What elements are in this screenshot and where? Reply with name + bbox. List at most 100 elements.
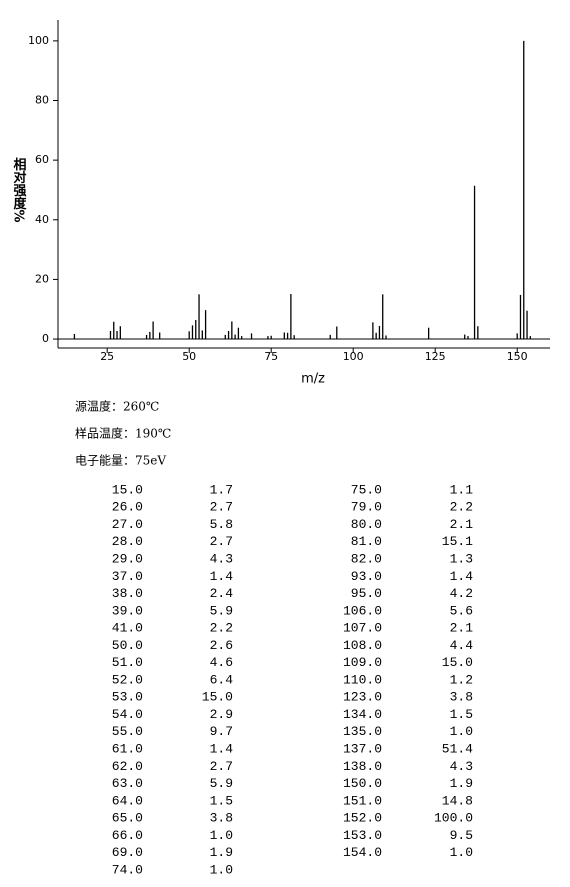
mz-cell: 153.0	[343, 828, 382, 843]
intensity-cell: 2.6	[210, 638, 233, 653]
mz-cell: 62.0	[112, 759, 143, 774]
mz-cell: 106.0	[343, 603, 382, 618]
intensity-cell: 1.7	[210, 482, 233, 497]
mz-cell: 55.0	[112, 724, 143, 739]
intensity-cell: 15.1	[442, 534, 473, 549]
intensity-cell: 5.9	[210, 603, 233, 618]
mz-cell: 152.0	[343, 811, 382, 826]
mz-cell: 61.0	[112, 741, 143, 756]
intensity-cell: 2.1	[450, 621, 474, 636]
y-tick-label: 80	[35, 94, 49, 107]
mz-cell: 80.0	[351, 517, 382, 532]
intensity-cell: 5.9	[210, 776, 233, 791]
intensity-cell: 2.9	[210, 707, 233, 722]
intensity-cell: 1.0	[450, 724, 473, 739]
mz-cell: 95.0	[351, 586, 382, 601]
intensity-cell: 1.0	[210, 862, 233, 877]
intensity-cell: 1.9	[450, 776, 473, 791]
x-tick-label: 25	[100, 350, 114, 363]
mz-cell: 26.0	[112, 500, 143, 515]
y-tick-label: 20	[35, 272, 49, 285]
intensity-cell: 5.8	[210, 517, 233, 532]
intensity-cell: 14.8	[442, 793, 473, 808]
intensity-cell: 4.3	[210, 552, 233, 567]
intensity-cell: 4.2	[450, 586, 473, 601]
intensity-cell: 1.5	[450, 707, 473, 722]
intensity-cell: 1.0	[450, 845, 473, 860]
mz-cell: 123.0	[343, 690, 382, 705]
intensity-cell: 5.6	[450, 603, 473, 618]
intensity-cell: 4.3	[450, 759, 473, 774]
info-line: 样品温度：190℃	[75, 426, 171, 441]
intensity-cell: 1.4	[210, 569, 234, 584]
mz-cell: 81.0	[351, 534, 382, 549]
info-line: 电子能量：75eV	[75, 454, 166, 468]
x-tick-label: 100	[343, 350, 364, 363]
intensity-cell: 1.5	[210, 793, 233, 808]
mz-cell: 66.0	[112, 828, 143, 843]
mz-cell: 137.0	[343, 741, 382, 756]
mz-cell: 54.0	[112, 707, 143, 722]
mz-cell: 52.0	[112, 672, 143, 687]
mz-cell: 69.0	[112, 845, 143, 860]
intensity-cell: 1.2	[450, 672, 473, 687]
intensity-cell: 15.0	[442, 655, 473, 670]
mz-cell: 65.0	[112, 811, 143, 826]
intensity-cell: 2.7	[210, 500, 233, 515]
mz-cell: 151.0	[343, 793, 382, 808]
mz-cell: 39.0	[112, 603, 143, 618]
mz-cell: 63.0	[112, 776, 143, 791]
intensity-cell: 2.1	[450, 517, 474, 532]
intensity-cell: 100.0	[434, 811, 473, 826]
mz-cell: 134.0	[343, 707, 382, 722]
y-tick-label: 40	[35, 213, 49, 226]
intensity-cell: 2.2	[210, 621, 233, 636]
mz-cell: 15.0	[112, 482, 143, 497]
mz-cell: 93.0	[351, 569, 382, 584]
intensity-cell: 4.6	[210, 655, 233, 670]
mz-cell: 138.0	[343, 759, 382, 774]
intensity-cell: 51.4	[442, 741, 473, 756]
y-axis-label: 相对强度%	[11, 157, 27, 223]
intensity-cell: 1.9	[210, 845, 233, 860]
intensity-cell: 2.2	[450, 500, 473, 515]
intensity-cell: 6.4	[210, 672, 234, 687]
x-tick-label: 150	[507, 350, 528, 363]
intensity-cell: 9.7	[210, 724, 233, 739]
intensity-cell: 2.7	[210, 534, 233, 549]
mz-cell: 154.0	[343, 845, 382, 860]
mz-cell: 50.0	[112, 638, 143, 653]
mz-cell: 79.0	[351, 500, 382, 515]
mz-cell: 28.0	[112, 534, 143, 549]
intensity-cell: 15.0	[202, 690, 233, 705]
y-tick-label: 0	[42, 332, 49, 345]
x-tick-label: 50	[182, 350, 196, 363]
mz-cell: 27.0	[112, 517, 143, 532]
mz-cell: 75.0	[351, 482, 382, 497]
intensity-cell: 4.4	[450, 638, 474, 653]
mz-cell: 107.0	[343, 621, 382, 636]
x-tick-label: 125	[425, 350, 446, 363]
intensity-cell: 1.3	[450, 552, 473, 567]
mz-cell: 135.0	[343, 724, 382, 739]
mz-cell: 108.0	[343, 638, 382, 653]
x-tick-label: 75	[264, 350, 278, 363]
mz-cell: 109.0	[343, 655, 382, 670]
mz-cell: 51.0	[112, 655, 143, 670]
mz-cell: 64.0	[112, 793, 143, 808]
mz-cell: 38.0	[112, 586, 143, 601]
intensity-cell: 2.4	[210, 586, 234, 601]
mz-cell: 150.0	[343, 776, 382, 791]
intensity-cell: 1.4	[210, 741, 234, 756]
intensity-cell: 1.4	[450, 569, 474, 584]
mz-cell: 41.0	[112, 621, 143, 636]
intensity-cell: 3.8	[450, 690, 473, 705]
y-tick-label: 60	[35, 153, 49, 166]
intensity-cell: 3.8	[210, 811, 233, 826]
intensity-cell: 1.0	[210, 828, 233, 843]
mz-cell: 29.0	[112, 552, 143, 567]
y-tick-label: 100	[28, 34, 49, 47]
mz-cell: 53.0	[112, 690, 143, 705]
